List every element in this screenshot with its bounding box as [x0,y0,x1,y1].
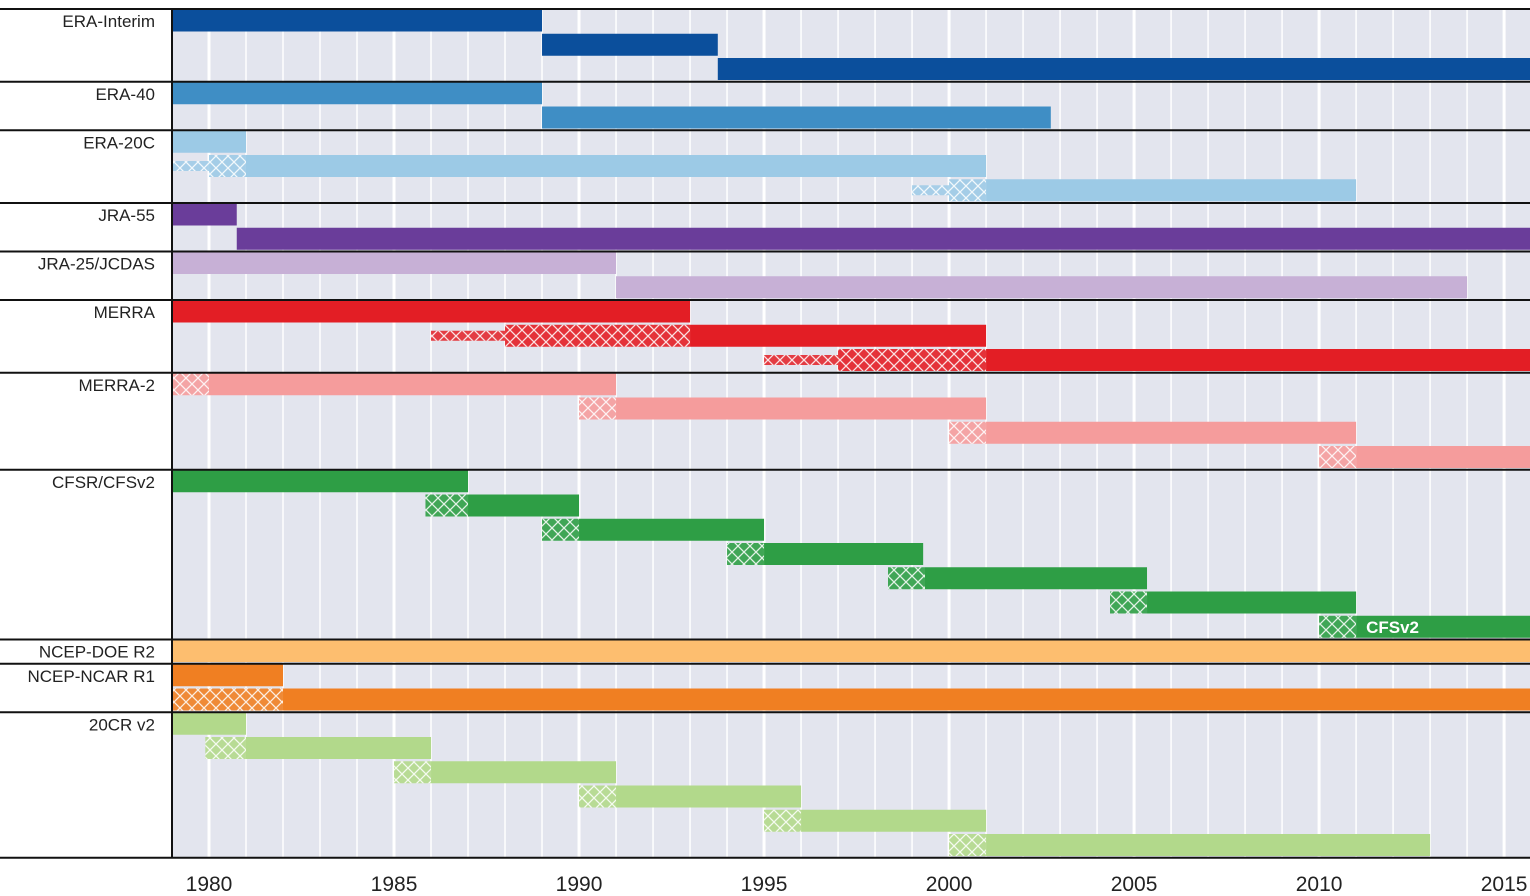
spinup-hatch [1319,615,1357,638]
row-label: NCEP-DOE R2 [39,643,155,662]
stream-label: CFSv2 [1366,618,1419,637]
x-tick-label: 1980 [186,873,233,896]
stream-bar [542,106,1051,129]
stream-bar [986,179,1357,202]
spinup-hatch [949,179,987,202]
spinup-hatch [205,737,247,759]
stream-bar [1147,591,1357,614]
stream-bar [986,421,1357,444]
spinup-hatch [542,518,580,541]
x-tick-label: 2010 [1296,873,1343,896]
stream-bar [283,688,1530,711]
stream-bar [717,58,1530,80]
row-label: 20CR v2 [89,715,155,734]
thin-hatch [764,355,839,365]
stream-bar [764,543,924,565]
row-label: ERA-40 [95,85,155,104]
spinup-hatch [764,809,802,832]
spinup-hatch [579,397,617,420]
stream-bar [986,834,1431,856]
stream-bar [172,300,691,323]
row-label: NCEP-NCAR R1 [27,667,155,686]
stream-bar [579,518,765,541]
stream-bar [172,130,247,153]
stream-bar [172,640,1530,662]
row-label: ERA-20C [83,133,155,152]
stream-bar [1356,446,1530,468]
spinup-hatch [949,834,987,856]
thin-hatch [431,330,506,341]
row-label: MERRA-2 [78,376,155,395]
stream-bar [172,470,469,493]
bars: CFSv2 [172,9,1530,856]
x-tick-label: 1995 [741,873,788,896]
stream-bar [236,227,1530,250]
row-label: JRA-25/JCDAS [38,255,155,274]
stream-bar [616,785,802,808]
stream-bar [246,155,987,177]
spinup-hatch [209,155,247,177]
thin-hatch [912,185,950,196]
x-tick-label: 1985 [371,873,418,896]
spinup-hatch [1319,446,1357,468]
x-tick-label: 2015 [1481,873,1528,896]
stream-bar [172,712,247,735]
spinup-hatch [425,494,469,517]
spinup-hatch [727,543,765,565]
x-tick-label: 2000 [926,873,973,896]
spinup-hatch [505,324,691,347]
stream-bar [542,33,718,56]
x-tick-label: 2005 [1111,873,1158,896]
stream-bar [431,761,617,784]
stream-bar [246,737,432,759]
spinup-hatch [888,567,926,590]
x-tick-label: 1990 [556,873,603,896]
spinup-hatch [172,688,284,711]
stream-bar [925,567,1148,590]
spinup-hatch [394,761,432,784]
row-label: JRA-55 [98,206,155,225]
stream-bar [209,373,617,396]
spinup-hatch [949,421,987,444]
stream-bar [690,324,987,347]
row-label: MERRA [94,303,156,322]
foreground: 1980 1985 1990 1995 2000 2005 2010 2015 ERA-Inte… [0,8,1530,896]
stream-bar [1356,615,1530,638]
thin-hatch [172,161,210,171]
spinup-hatch [838,349,987,371]
row-label: CFSR/CFSv2 [52,473,155,492]
stream-bar [172,203,237,226]
stream-bar [616,276,1468,299]
stream-bar [172,82,543,105]
stream-bar [172,9,543,32]
spinup-hatch [579,785,617,808]
stream-bar [801,809,987,832]
row-label: ERA-Interim [62,12,155,31]
stream-bar [172,664,284,687]
stream-bar [468,494,580,517]
spinup-hatch [1110,591,1148,614]
spinup-hatch [172,373,210,396]
stream-bar [616,397,987,420]
stream-bar [172,252,617,274]
stream-bar [986,349,1530,371]
